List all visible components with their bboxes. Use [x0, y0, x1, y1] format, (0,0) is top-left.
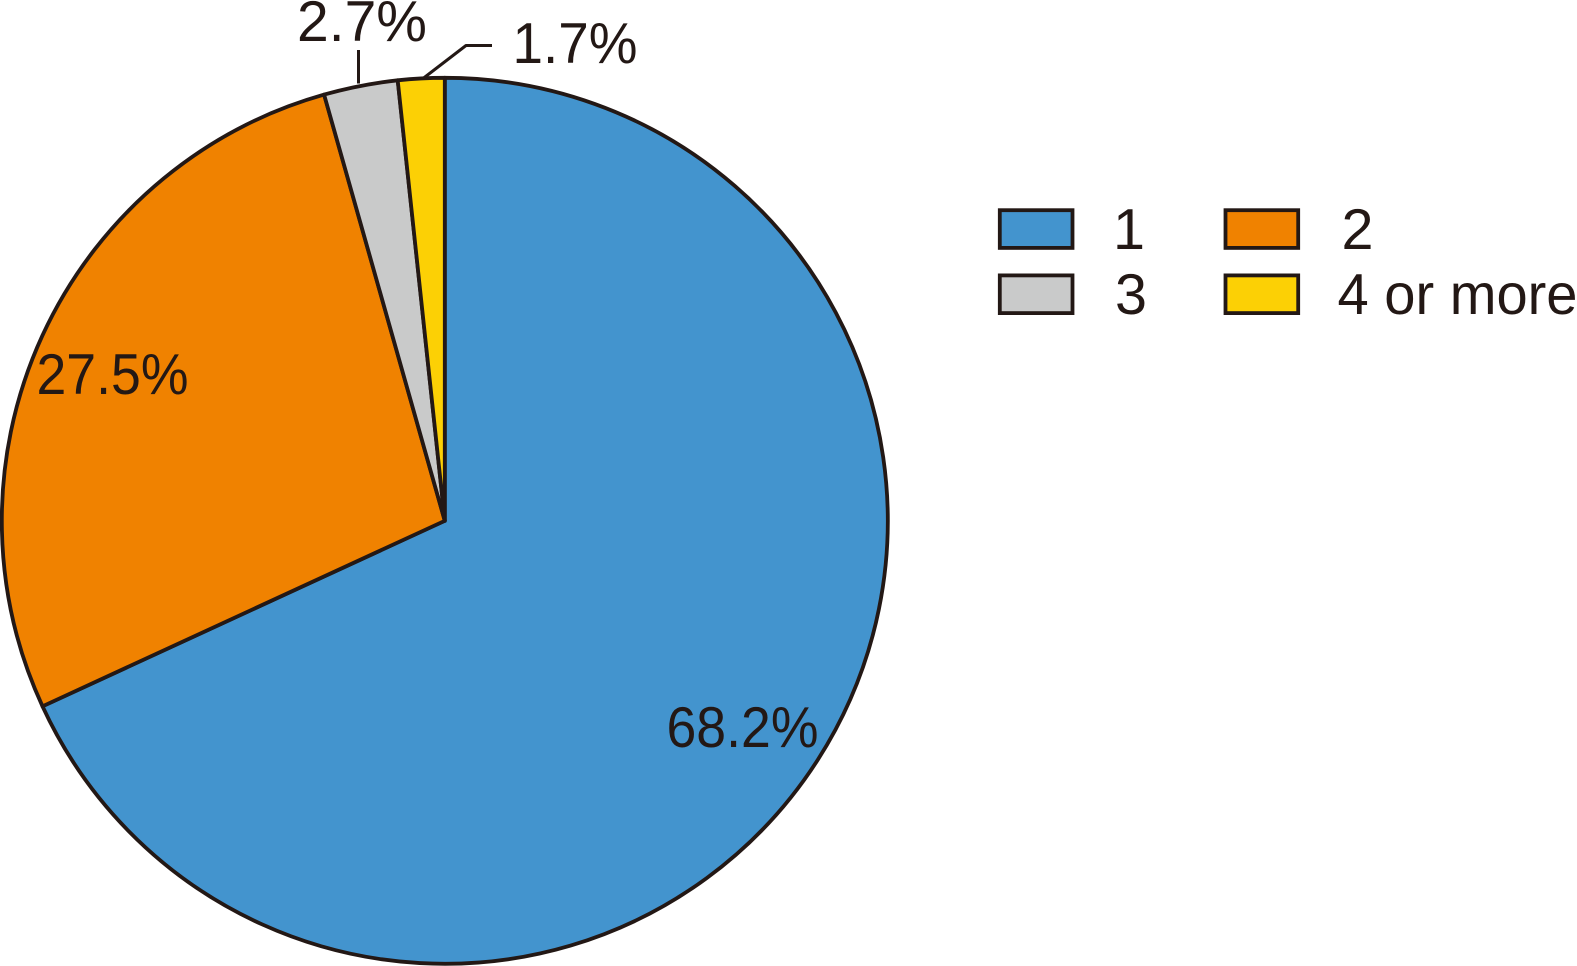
svg-text:2.7%: 2.7%: [297, 0, 427, 54]
svg-text:4 or more: 4 or more: [1338, 263, 1577, 327]
svg-text:1.7%: 1.7%: [513, 12, 638, 76]
svg-text:2: 2: [1342, 198, 1374, 262]
svg-text:3: 3: [1115, 263, 1147, 327]
svg-text:1: 1: [1113, 198, 1145, 262]
svg-text:68.2%: 68.2%: [667, 696, 819, 760]
svg-text:27.5%: 27.5%: [37, 343, 189, 407]
